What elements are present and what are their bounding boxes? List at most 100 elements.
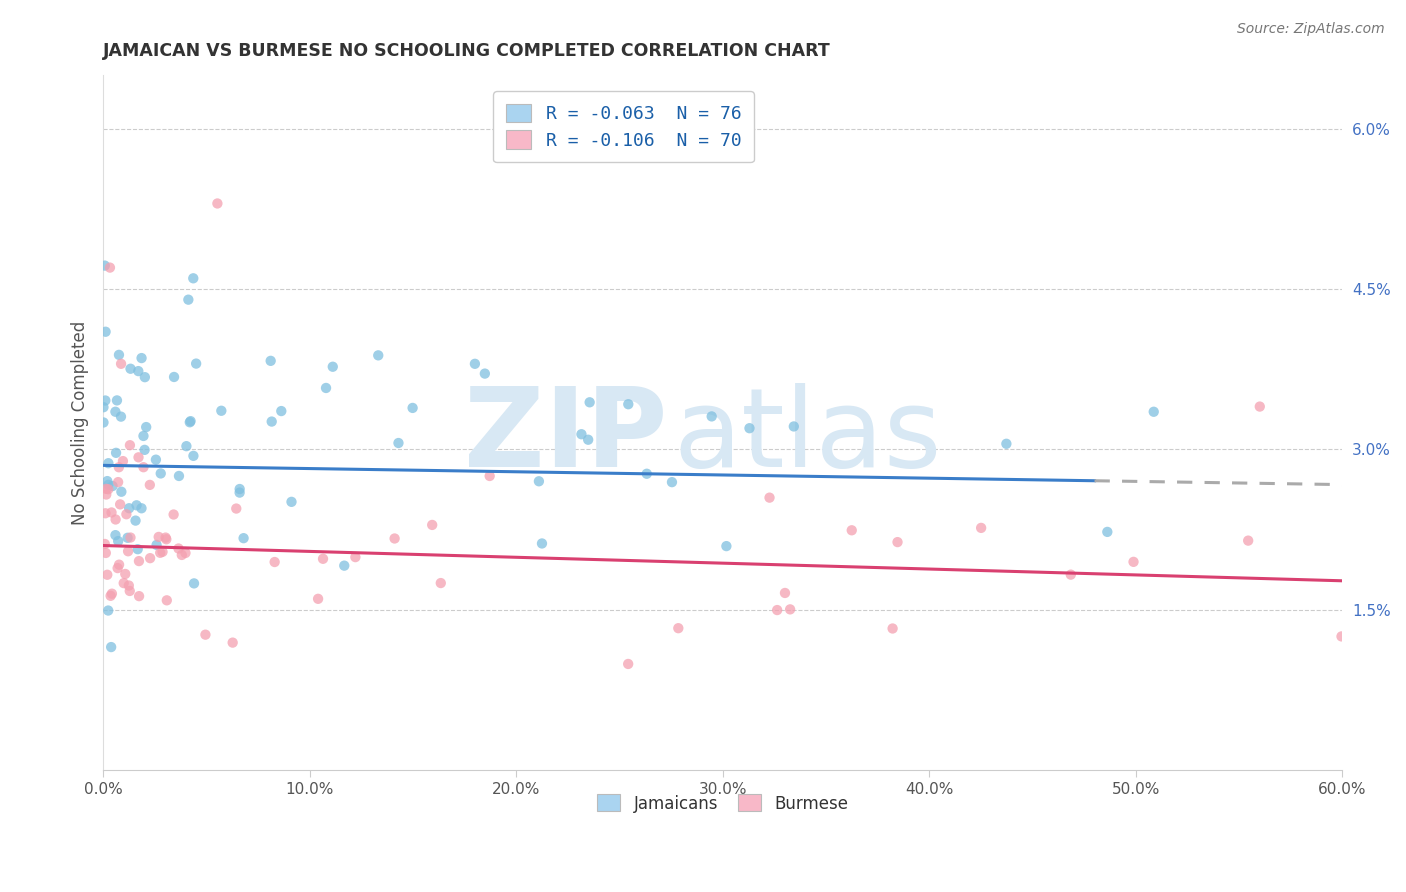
Point [134,370,156,384]
Point [333,558,356,573]
Point [110,409,132,424]
Point [96,567,118,582]
Point [1143,405,1166,419]
Point [100,640,122,654]
Point [783,419,806,434]
Point [132,460,155,475]
Point [107,475,129,489]
Point [315,381,337,395]
Text: JAMAICAN VS BURMESE NO SCHOOLING COMPLETED CORRELATION CHART: JAMAICAN VS BURMESE NO SCHOOLING COMPLET… [103,42,831,60]
Point [135,420,157,434]
Point [1122,555,1144,569]
Point [114,566,136,581]
Point [94,259,117,273]
Point [128,450,150,465]
Point [94,482,117,496]
Point [183,576,205,591]
Point [1060,567,1083,582]
Point [107,561,129,575]
Point [307,591,329,606]
Point [104,512,127,526]
Point [128,589,150,603]
Point [145,538,167,552]
Point [181,271,204,285]
Point [152,545,174,559]
Point [96,487,118,501]
Point [118,584,141,599]
Point [527,475,550,489]
Point [617,657,640,671]
Point [228,482,250,496]
Point [260,354,283,368]
Point [118,501,141,516]
Point [94,325,117,339]
Point [263,555,285,569]
Point [112,576,135,591]
Point [429,576,451,591]
Point [420,517,443,532]
Point [841,523,863,537]
Point [186,357,208,371]
Point [139,551,162,566]
Point [94,506,117,520]
Point [758,491,780,505]
Point [97,478,120,492]
Point [132,429,155,443]
Point [1237,533,1260,548]
Point [367,348,389,362]
Point [104,528,127,542]
Point [162,508,184,522]
Point [167,541,190,556]
Point [110,484,132,499]
Point [96,474,118,488]
Point [131,501,153,516]
Point [100,506,122,520]
Point [128,554,150,568]
Point [232,531,254,545]
Point [105,446,128,460]
Point [108,348,131,362]
Point [1249,400,1271,414]
Text: ZIP: ZIP [464,383,666,490]
Point [738,421,761,435]
Point [970,521,993,535]
Point [322,359,344,374]
Point [100,589,122,603]
Point [578,395,600,409]
Point [104,405,127,419]
Point [111,454,134,468]
Point [207,196,229,211]
Point [101,479,124,493]
Point [124,514,146,528]
Legend: Jamaicans, Burmese: Jamaicans, Burmese [585,782,860,824]
Point [134,442,156,457]
Point [107,534,129,549]
Point [155,531,177,545]
Point [312,551,335,566]
Point [118,578,141,592]
Point [666,621,689,635]
Point [97,456,120,470]
Point [209,403,232,417]
Point [118,438,141,452]
Point [163,370,186,384]
Point [149,467,172,481]
Y-axis label: No Schooling Completed: No Schooling Completed [72,320,89,524]
Point [94,393,117,408]
Point [280,495,302,509]
Point [225,501,247,516]
Point [773,586,796,600]
Point [344,550,367,565]
Point [882,622,904,636]
Text: atlas: atlas [673,383,942,490]
Point [183,449,205,463]
Point [700,409,723,424]
Point [617,397,640,411]
Point [108,460,131,475]
Point [636,467,658,481]
Point [194,628,217,642]
Point [108,558,131,572]
Point [93,401,115,415]
Point [167,469,190,483]
Point [149,546,172,560]
